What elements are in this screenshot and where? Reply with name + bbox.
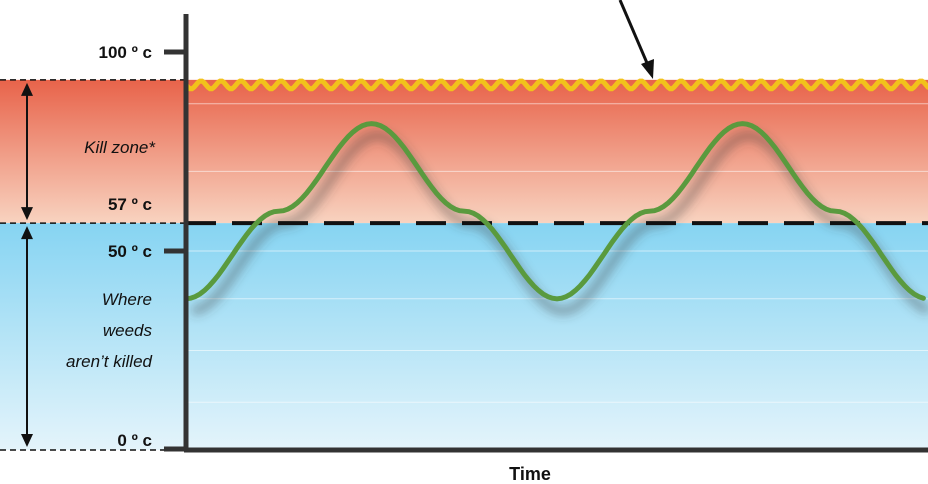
y-tick-label-100: 100 º c	[99, 43, 152, 62]
pointer-arrow-head	[641, 59, 654, 79]
y-tick-label-50: 50 º c	[108, 242, 152, 261]
kill-zone-arrow	[21, 82, 33, 221]
surface-wave-line	[183, 78, 928, 92]
temperature-curve	[183, 121, 926, 302]
kill-zone-label: Kill zone*	[84, 138, 156, 157]
safe-zone-label-line-1: Where	[102, 290, 152, 309]
x-axis-title: Time	[509, 464, 551, 484]
threshold-label: 57 º c	[108, 195, 152, 214]
curve-shadow	[191, 131, 928, 316]
safe-zone-band	[0, 223, 928, 450]
pointer-arrow-line	[618, 0, 652, 71]
safe-zone-label-line-3: aren’t killed	[66, 352, 153, 371]
safe-zone-label-line-2: weeds	[103, 321, 153, 340]
y-tick-label-0: 0 º c	[117, 431, 152, 450]
safe-zone-arrow	[21, 226, 33, 447]
